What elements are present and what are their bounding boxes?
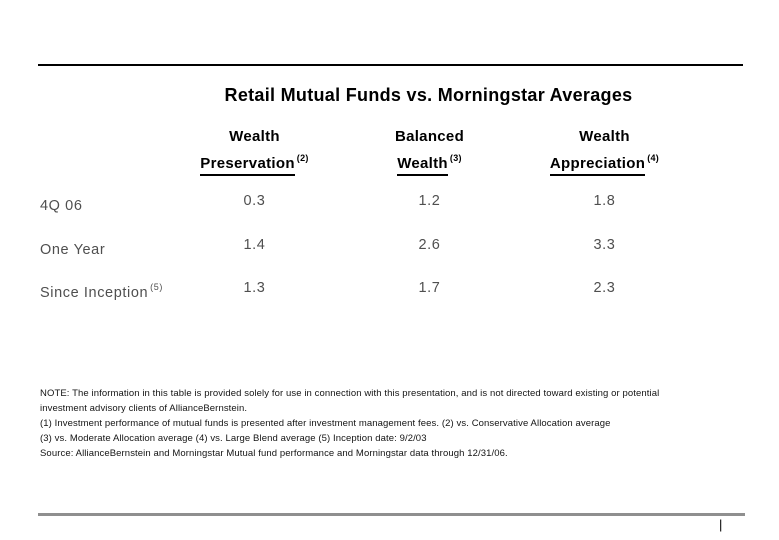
table-row: One Year 1.4 2.6 3.3: [40, 235, 692, 260]
column-header-line2: Appreciation (4): [517, 148, 692, 176]
column-header-balanced-wealth: Balanced Wealth (3): [342, 126, 517, 176]
top-divider: [38, 64, 743, 66]
footnote-line: Source: AllianceBernstein and Morningsta…: [40, 448, 508, 459]
column-header-wealth-preservation: Wealth Preservation (2): [167, 126, 342, 176]
row-label: One Year: [40, 241, 106, 258]
column-header-wealth-appreciation: Wealth Appreciation (4): [517, 126, 692, 176]
footnote-ref: (5): [150, 282, 163, 292]
table-cell: 1.3: [243, 280, 266, 296]
table-cell: 3.3: [593, 237, 616, 253]
table-row: Since Inception (5) 1.3 1.7 2.3: [40, 278, 692, 303]
column-header-line1: Balanced: [394, 128, 465, 145]
table-cell: 0.3: [243, 193, 266, 209]
table-cell: 2.3: [593, 280, 616, 296]
column-header-line2: Preservation (2): [167, 148, 342, 176]
table-cell: 1.7: [418, 280, 441, 296]
row-label: 4Q 06: [40, 197, 83, 214]
table-header-row: Wealth Preservation (2) Balanced Wealth (3…: [40, 126, 692, 176]
footnote-line: (3) vs. Moderate Allocation average (4) …: [40, 433, 427, 444]
page-marker: |: [719, 517, 723, 532]
table-cell: 1.8: [593, 193, 616, 209]
footnote-ref: (3): [449, 153, 462, 163]
column-header-line2: Wealth (3): [342, 148, 517, 176]
table-row: 4Q 06 0.3 1.2 1.8: [40, 191, 692, 216]
table-cell: 1.2: [418, 193, 441, 209]
column-header-line1: Wealth: [579, 128, 630, 145]
column-header-line1: Wealth: [229, 128, 280, 145]
footnote-line: NOTE: The information in this table is p…: [40, 388, 660, 399]
table-cell: 1.4: [243, 237, 266, 253]
footnote-ref: (4): [647, 153, 660, 163]
footnote-ref: (2): [296, 153, 309, 163]
row-label: Since Inception (5): [40, 282, 163, 301]
footnotes-block: NOTE: The information in this table is p…: [40, 386, 750, 461]
table-cell: 2.6: [418, 237, 441, 253]
table-corner-cell: [40, 126, 167, 175]
footnote-line: (1) Investment performance of mutual fun…: [40, 418, 611, 429]
page-title: Retail Mutual Funds vs. Morningstar Aver…: [224, 85, 633, 105]
bottom-divider: [38, 513, 745, 516]
footnote-line: investment advisory clients of AllianceB…: [40, 403, 248, 414]
